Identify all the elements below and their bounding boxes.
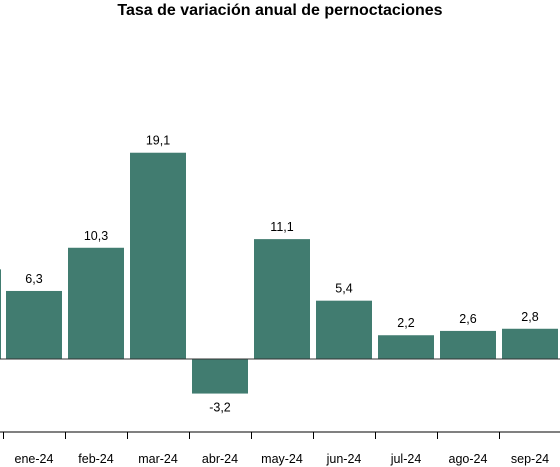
x-tick-label-ene-24: ene-24 [15,452,54,466]
x-tick-label-may-24: may-24 [261,452,303,466]
x-tick-label-jun-24: jun-24 [326,452,362,466]
data-label-mar-24: 19,1 [146,134,170,148]
bar-labels-group: 6,3 10,3 19,1 -3,2 11,1 5,4 2,2 2,6 2,8 [25,134,538,415]
x-tick-label-feb-24: feb-24 [78,452,113,466]
x-tick-label-ago-24: ago-24 [449,452,488,466]
bar-ago-24 [440,330,496,359]
x-tick-label-jul-24: jul-24 [390,452,422,466]
x-axis: ene-24 feb-24 mar-24 abr-24 may-24 jun-24 jul-… [0,431,560,466]
data-label-sep-24: 2,8 [521,310,538,324]
bars-group [0,152,560,394]
bar-abr-24 [192,359,248,394]
x-tick-label-mar-24: mar-24 [138,452,178,466]
data-label-ene-24: 6,3 [25,272,42,286]
bar-feb-24 [68,247,124,359]
bar-jul-24 [378,335,434,359]
x-tick-label-sep-24: sep-24 [511,452,549,466]
chart-title: Tasa de variación anual de pernoctacione… [117,2,443,19]
data-label-jul-24: 2,2 [397,316,414,330]
bar-may-24 [254,239,310,359]
bar-sep-24 [502,328,558,359]
bar-ene-24 [6,290,62,359]
bar-previous-partial [0,269,1,359]
x-tick-label-abr-24: abr-24 [202,452,238,466]
data-label-may-24: 11,1 [270,220,293,234]
data-label-abr-24: -3,2 [209,401,231,415]
data-label-feb-24: 10,3 [84,229,108,243]
data-label-jun-24: 5,4 [335,282,352,296]
data-label-ago-24: 2,6 [459,312,476,326]
bar-jun-24 [316,300,372,359]
bar-mar-24 [130,152,186,359]
